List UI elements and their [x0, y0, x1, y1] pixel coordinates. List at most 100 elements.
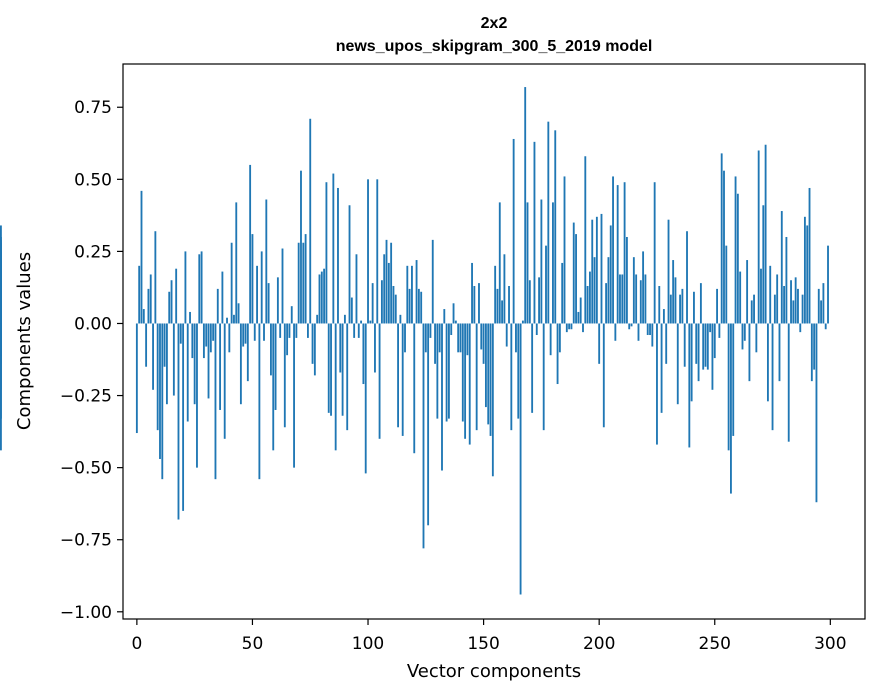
bar	[637, 323, 640, 341]
bar	[630, 323, 633, 327]
bar	[662, 309, 665, 324]
bar	[586, 286, 589, 324]
bar	[549, 323, 552, 356]
bar	[589, 271, 591, 324]
bar	[378, 323, 381, 439]
y-tick-label: −0.25	[60, 387, 112, 407]
bar	[690, 323, 693, 402]
bar	[415, 260, 418, 324]
bar	[783, 286, 786, 324]
bar	[674, 277, 677, 324]
bar	[780, 211, 783, 324]
y-tick-label: −0.50	[60, 459, 112, 479]
x-tick-label: 150	[467, 634, 499, 654]
bar	[353, 323, 356, 338]
bar	[521, 320, 524, 324]
bar	[459, 323, 462, 353]
bar	[709, 323, 712, 333]
bar	[764, 144, 767, 324]
bar	[755, 323, 758, 353]
bar	[445, 323, 448, 422]
bar	[598, 323, 601, 364]
bar	[512, 138, 515, 324]
bar	[461, 323, 464, 422]
bar	[563, 176, 566, 324]
bar	[484, 323, 487, 408]
bar	[371, 283, 374, 324]
bar	[323, 268, 326, 324]
bar	[161, 323, 164, 480]
y-axis-label: Components values	[14, 252, 35, 430]
bar	[771, 323, 774, 431]
bar	[422, 323, 425, 549]
bar	[667, 219, 670, 324]
bar	[159, 323, 161, 459]
bar	[256, 265, 258, 324]
bar	[357, 323, 360, 338]
bar	[716, 288, 718, 324]
bar	[281, 248, 284, 324]
bar	[239, 323, 242, 405]
bar	[669, 294, 672, 324]
bar	[748, 323, 751, 382]
bar	[628, 323, 631, 330]
y-tick-label: −1.00	[60, 603, 112, 623]
bar	[773, 294, 776, 324]
bar	[822, 283, 825, 324]
bar	[142, 309, 145, 324]
bar	[221, 271, 224, 324]
bar	[253, 323, 256, 341]
y-axis-ticks: −1.00 −0.75 −0.50 −0.25 0.00 0.25 0.50 0.75	[60, 98, 123, 623]
bar	[526, 202, 529, 324]
y-tick-label: 0.25	[74, 242, 112, 262]
bar	[450, 323, 453, 336]
bar	[406, 265, 409, 324]
bar	[424, 323, 427, 353]
bar	[235, 202, 238, 324]
bar	[316, 314, 319, 324]
bar	[727, 323, 730, 451]
bar	[392, 286, 395, 324]
bar	[517, 323, 520, 419]
bar	[369, 320, 372, 324]
bar	[810, 323, 813, 382]
bar	[417, 288, 420, 324]
bar	[713, 323, 716, 359]
bar	[297, 242, 300, 324]
bar	[473, 286, 476, 324]
bar	[505, 323, 508, 347]
bar	[790, 280, 792, 324]
bar	[695, 323, 698, 364]
bar	[290, 306, 293, 324]
bar	[799, 323, 802, 333]
bar	[436, 323, 439, 419]
bar	[808, 187, 811, 324]
bar	[286, 323, 289, 356]
bar	[387, 262, 390, 324]
bar	[177, 323, 180, 520]
bar	[452, 303, 455, 324]
bar	[787, 323, 790, 442]
bar	[679, 294, 681, 324]
bar	[376, 179, 379, 324]
bar	[785, 236, 788, 324]
bar	[135, 323, 138, 434]
bar	[649, 323, 651, 336]
bar	[656, 323, 658, 445]
y-tick-label: 0.75	[74, 98, 112, 118]
bar	[494, 265, 497, 324]
bar	[355, 254, 358, 324]
bar	[182, 323, 185, 511]
x-tick-label: 0	[131, 634, 142, 654]
bar	[270, 323, 272, 376]
bar	[307, 323, 309, 338]
bar	[801, 294, 804, 324]
bar	[385, 239, 388, 324]
bar	[411, 265, 413, 324]
bar	[138, 265, 141, 324]
bar	[806, 225, 809, 324]
bar	[820, 300, 823, 324]
bar	[147, 288, 150, 324]
bar	[404, 323, 406, 353]
